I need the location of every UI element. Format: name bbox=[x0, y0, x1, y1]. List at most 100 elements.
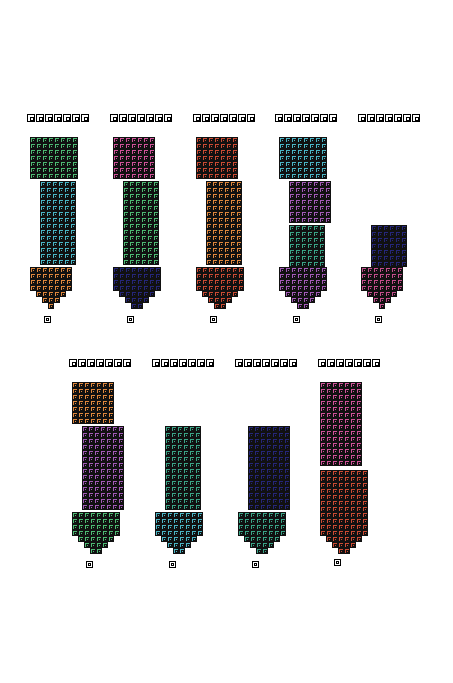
liquid-cell bbox=[226, 149, 232, 155]
liquid-cell bbox=[64, 187, 70, 193]
liquid-cell bbox=[153, 211, 159, 217]
liquid-cell bbox=[367, 291, 373, 297]
liquid-cell bbox=[119, 279, 125, 285]
liquid-cell bbox=[64, 181, 70, 187]
liquid-cell bbox=[102, 382, 108, 388]
liquid-cell bbox=[48, 149, 54, 155]
liquid-cell bbox=[230, 247, 236, 253]
liquid-cell bbox=[297, 273, 303, 279]
liquid-cell bbox=[285, 267, 291, 273]
liquid-cell bbox=[214, 291, 220, 297]
tube-tray[interactable] bbox=[275, 114, 338, 122]
liquid-cell bbox=[319, 231, 325, 237]
liquid-cell bbox=[84, 400, 90, 406]
liquid-cell bbox=[143, 143, 149, 149]
liquid-cell bbox=[46, 235, 52, 241]
liquid-cell bbox=[82, 456, 88, 462]
liquid-cell bbox=[289, 211, 295, 217]
liquid-cell bbox=[149, 273, 155, 279]
liquid-cell bbox=[90, 406, 96, 412]
liquid-cell bbox=[94, 462, 100, 468]
liquid-cell bbox=[129, 217, 135, 223]
liquid-cell bbox=[70, 229, 76, 235]
liquid-cell bbox=[147, 187, 153, 193]
liquid-cell bbox=[129, 223, 135, 229]
liquid-cell bbox=[389, 261, 395, 267]
liquid-cell bbox=[112, 456, 118, 462]
liquid-cell bbox=[224, 205, 230, 211]
liquid-cell bbox=[196, 143, 202, 149]
liquid-cell bbox=[295, 205, 301, 211]
liquid-cell bbox=[232, 173, 238, 179]
liquid-cell bbox=[40, 223, 46, 229]
liquid-cell bbox=[226, 173, 232, 179]
liquid-cell bbox=[119, 285, 125, 291]
liquid-cell bbox=[153, 181, 159, 187]
liquid-cell bbox=[383, 255, 389, 261]
liquid-cell bbox=[78, 400, 84, 406]
liquid-cell bbox=[60, 285, 66, 291]
liquid-cell bbox=[40, 235, 46, 241]
liquid-cell bbox=[307, 237, 313, 243]
liquid-cell bbox=[309, 149, 315, 155]
tube-tray[interactable] bbox=[27, 114, 90, 122]
liquid-cell bbox=[64, 253, 70, 259]
liquid-cell bbox=[214, 167, 220, 173]
liquid-cell bbox=[321, 267, 327, 273]
tube-tray[interactable] bbox=[193, 114, 256, 122]
liquid-cell bbox=[321, 273, 327, 279]
liquid-cell bbox=[64, 223, 70, 229]
liquid-cell bbox=[135, 223, 141, 229]
tray-slot bbox=[235, 359, 243, 367]
tube-tray[interactable] bbox=[318, 359, 381, 367]
liquid-cell bbox=[119, 149, 125, 155]
liquid-cell bbox=[232, 143, 238, 149]
liquid-cell bbox=[42, 285, 48, 291]
tray-slot bbox=[302, 114, 310, 122]
tube-tray[interactable] bbox=[235, 359, 298, 367]
liquid-cell bbox=[135, 181, 141, 187]
liquid-cell bbox=[52, 229, 58, 235]
liquid-cell bbox=[112, 426, 118, 432]
liquid-cell bbox=[58, 187, 64, 193]
tube-tray[interactable] bbox=[110, 114, 173, 122]
liquid-cell bbox=[40, 205, 46, 211]
liquid-cell bbox=[220, 143, 226, 149]
liquid-cell bbox=[289, 181, 295, 187]
liquid-cell bbox=[356, 536, 362, 542]
liquid-cell bbox=[218, 205, 224, 211]
liquid-cell bbox=[48, 291, 54, 297]
liquid-cell bbox=[297, 267, 303, 273]
liquid-cell bbox=[70, 241, 76, 247]
liquid-cell bbox=[54, 137, 60, 143]
tube-tray[interactable] bbox=[69, 359, 132, 367]
liquid-cell bbox=[125, 267, 131, 273]
liquid-cell bbox=[52, 253, 58, 259]
liquid-cell bbox=[108, 400, 114, 406]
liquid-cell bbox=[48, 267, 54, 273]
tube-tip-marker bbox=[127, 316, 134, 323]
liquid-cell bbox=[303, 149, 309, 155]
liquid-cell bbox=[218, 247, 224, 253]
liquid-cell bbox=[230, 181, 236, 187]
liquid-cell bbox=[118, 444, 124, 450]
liquid-cell bbox=[70, 211, 76, 217]
liquid-cell bbox=[218, 211, 224, 217]
liquid-cell bbox=[66, 137, 72, 143]
liquid-cell bbox=[383, 237, 389, 243]
tube-tray[interactable] bbox=[358, 114, 421, 122]
liquid-cell bbox=[389, 231, 395, 237]
liquid-cell bbox=[106, 438, 112, 444]
liquid-cell bbox=[289, 193, 295, 199]
liquid-cell bbox=[202, 173, 208, 179]
liquid-cell bbox=[214, 273, 220, 279]
tube-tip-marker bbox=[293, 316, 300, 323]
liquid-cell bbox=[297, 137, 303, 143]
tube-tray[interactable] bbox=[152, 359, 215, 367]
liquid-cell bbox=[118, 432, 124, 438]
liquid-cell bbox=[206, 253, 212, 259]
liquid-cell bbox=[232, 149, 238, 155]
liquid-cell bbox=[212, 229, 218, 235]
liquid-cell bbox=[361, 285, 367, 291]
liquid-cell bbox=[135, 199, 141, 205]
